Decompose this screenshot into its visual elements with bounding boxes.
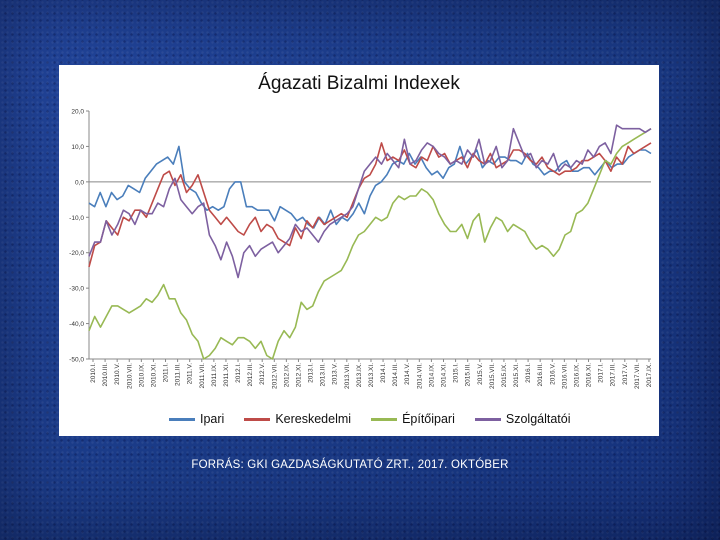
y-tick-label: -40,0	[69, 321, 84, 328]
x-tick-label: 2010.VII.	[126, 363, 133, 389]
x-tick-label: 2012.V.	[259, 363, 266, 385]
x-tick-label: 2011.I.	[163, 363, 170, 383]
x-tick-label: 2015.I.	[453, 363, 460, 383]
x-tick-label: 2015.VII.	[489, 363, 496, 389]
line-chart: 20,0 10,0 0,0 -10,0 -20,0 -30,0 -40,0 -50,0 2010…	[69, 109, 653, 390]
x-tick-label: 2011.V.	[187, 363, 194, 385]
x-tick-label: 2012.VII.	[271, 363, 278, 389]
y-tick-label: 20,0	[71, 109, 84, 116]
series-line-építőipari	[88, 128, 652, 360]
legend-item: Kereskedelmi	[244, 412, 351, 426]
y-tick-label: -30,0	[69, 286, 84, 293]
x-tick-label: 2013.III.	[320, 363, 327, 387]
x-tick-label: 2010.III.	[102, 363, 109, 387]
y-tick-label: -10,0	[69, 215, 84, 222]
x-tick-label: 2016.XI.	[586, 363, 593, 387]
legend-swatch	[244, 417, 271, 421]
x-tick-label: 2017.VII.	[634, 363, 641, 389]
series-line-ipari	[88, 145, 652, 229]
x-tick-label: 2016.V.	[549, 363, 556, 385]
y-tick-label: 0,0	[75, 179, 84, 186]
legend-swatch	[474, 417, 501, 421]
x-tick-label: 2014.III.	[392, 363, 399, 387]
x-tick-label: 2011.VII.	[199, 363, 206, 389]
x-tick-label: 2017.III.	[610, 363, 617, 387]
x-tick-label: 2017.IX.	[646, 363, 653, 387]
y-tick-label: -20,0	[69, 250, 84, 257]
x-tick-label: 2014.V.	[404, 363, 411, 385]
legend-label: Szolgáltatói	[505, 412, 571, 426]
x-tick-label: 2013.XI.	[368, 363, 375, 387]
x-tick-label: 2013.I.	[308, 363, 315, 383]
legend-item: Ipari	[169, 412, 224, 426]
x-tick-label: 2017.V.	[622, 363, 629, 385]
series-line-kereskedelmi	[88, 142, 652, 268]
x-tick-label: 2017.I.	[598, 363, 605, 383]
x-tick-label: 2015.XI.	[513, 363, 520, 387]
x-tick-label: 2014.XI.	[440, 363, 447, 387]
x-tick-label: 2015.IX.	[501, 363, 508, 387]
x-tick-label: 2014.IX.	[428, 363, 435, 387]
y-tick-label: -50,0	[69, 357, 84, 364]
chart-title: Ágazati Bizalmi Indexek	[258, 73, 460, 94]
x-tick-label: 2010.XI.	[150, 363, 157, 387]
legend-swatch	[169, 417, 195, 421]
x-tick-label: 2016.III.	[537, 363, 544, 387]
x-tick-label: 2014.I.	[380, 363, 387, 383]
legend-label: Építőipari	[402, 412, 455, 426]
x-tick-label: 2015.V.	[477, 363, 484, 385]
x-tick-label: 2014.VII.	[416, 363, 423, 389]
series-line-szolgáltatói	[88, 124, 652, 279]
x-tick-label: 2011.XI.	[223, 363, 230, 387]
x-tick-label: 2010.V.	[114, 363, 121, 385]
x-tick-label: 2016.I.	[525, 363, 532, 383]
legend-item: Építőipari	[371, 412, 455, 426]
x-tick-label: 2016.VII.	[561, 363, 568, 389]
legend-swatch	[371, 417, 398, 421]
x-tick-label: 2012.XI.	[295, 363, 302, 387]
source-note: FORRÁS: GKI GAZDASÁGKUTATÓ ZRT., 2017. O…	[191, 459, 509, 471]
legend-label: Ipari	[200, 412, 225, 426]
x-tick-label: 2013.IX.	[356, 363, 363, 387]
x-tick-label: 2016.IX.	[573, 363, 580, 387]
x-tick-label: 2013.V.	[332, 363, 339, 385]
x-tick-label: 2010.I.	[90, 363, 97, 383]
legend-item: Szolgáltatói	[474, 412, 571, 426]
x-tick-label: 2011.III.	[175, 363, 182, 386]
x-tick-label: 2012.IX.	[283, 363, 290, 387]
x-tick-label: 2011.IX.	[211, 363, 218, 387]
x-tick-label: 2015.III.	[465, 363, 472, 387]
x-tick-label: 2012.III.	[247, 363, 254, 387]
x-tick-label: 2010.IX.	[138, 363, 145, 387]
legend-label: Kereskedelmi	[275, 412, 352, 426]
chart-legend: Ipari Kereskedelmi Építőipari Szolgáltatói	[169, 410, 571, 428]
y-tick-label: 10,0	[71, 144, 84, 151]
chart-panel: Ágazati Bizalmi Indexek 20,0 10,0 0,0 -10,0…	[59, 65, 659, 436]
x-tick-label: 2012.I.	[235, 363, 242, 383]
x-tick-label: 2013.VII.	[344, 363, 351, 389]
